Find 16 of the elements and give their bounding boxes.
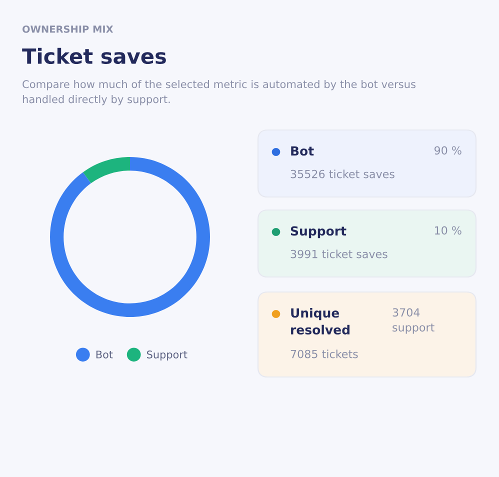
legend-label: Bot [96,350,113,358]
chart-subtitle: Compare how much of the selected metric is automated by the bot versus handled directly by support. [22,80,416,106]
donut-slice [50,157,210,317]
text: 3704 support [392,308,434,334]
text: 3991 ticket saves [290,250,388,258]
chart-title: Ticket saves [22,48,166,64]
legend-label: Support [147,350,188,360]
text: Unique resolved [291,308,350,335]
text: 10 % [434,226,462,235]
text: 35526 ticket saves [290,170,394,178]
text: OWNERSHIP MIX [22,25,114,33]
text: Support [290,226,346,238]
text: 90 % [434,146,462,155]
text: Bot [291,146,314,156]
donut-slice [82,157,130,184]
text: 7085 tickets [290,350,358,358]
